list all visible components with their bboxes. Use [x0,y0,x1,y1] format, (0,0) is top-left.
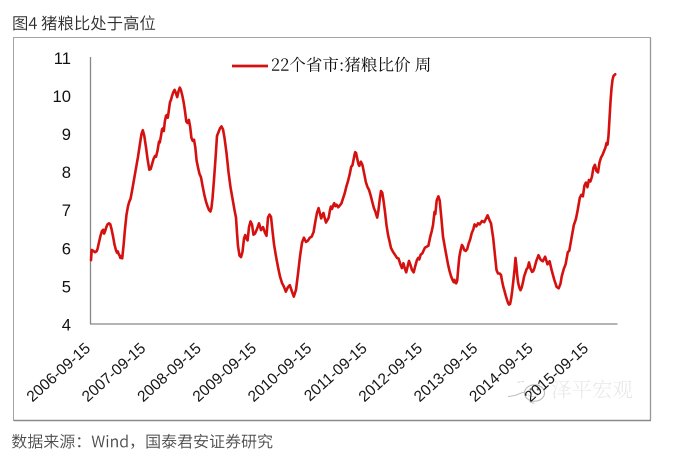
svg-text:5: 5 [62,277,71,296]
svg-text:9: 9 [62,125,71,144]
svg-text:7: 7 [62,201,71,220]
svg-text:11: 11 [54,49,71,68]
svg-text:8: 8 [62,163,71,182]
svg-text:6: 6 [62,239,71,258]
svg-text:4: 4 [62,316,71,335]
svg-text:10: 10 [53,87,71,106]
